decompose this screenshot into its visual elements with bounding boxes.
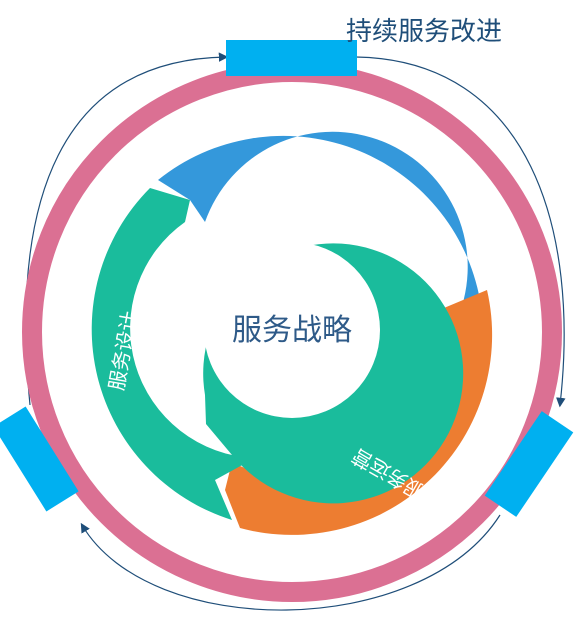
connector-block-left (0, 406, 79, 512)
center-label: 服务战略 (232, 313, 352, 348)
title-label: 持续服务改进 (346, 17, 502, 47)
center-hole (204, 242, 380, 418)
segment-service-design (91, 188, 255, 520)
connector-block-top (226, 40, 357, 76)
connector-block-right (484, 411, 574, 517)
improvement-arrow-bottom (80, 514, 501, 611)
improvement-arrow-right (355, 56, 566, 408)
